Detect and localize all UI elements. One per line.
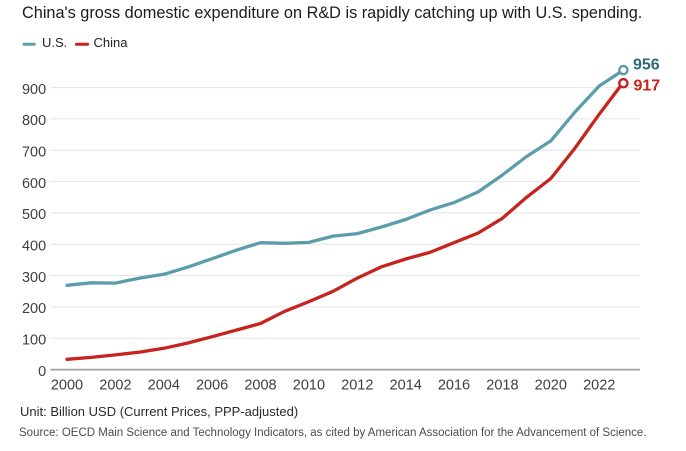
svg-text:900: 900	[22, 82, 46, 98]
svg-text:2022: 2022	[583, 377, 615, 393]
svg-text:100: 100	[22, 333, 46, 349]
svg-text:2016: 2016	[438, 377, 470, 393]
svg-text:2006: 2006	[196, 377, 228, 393]
svg-text:2014: 2014	[390, 377, 422, 393]
svg-text:2002: 2002	[99, 377, 131, 393]
svg-text:500: 500	[22, 207, 46, 223]
svg-text:U.S.: U.S.	[42, 35, 67, 50]
svg-text:2010: 2010	[293, 377, 325, 393]
svg-text:2000: 2000	[51, 377, 83, 393]
svg-text:2004: 2004	[148, 377, 180, 393]
svg-text:0: 0	[38, 364, 46, 380]
svg-text:917: 917	[634, 78, 661, 95]
svg-text:956: 956	[633, 56, 660, 73]
svg-text:800: 800	[22, 113, 46, 129]
svg-text:2020: 2020	[535, 377, 567, 393]
svg-text:China: China	[94, 35, 129, 50]
svg-text:2012: 2012	[341, 377, 373, 393]
svg-text:2018: 2018	[486, 377, 518, 393]
svg-text:200: 200	[22, 301, 46, 317]
svg-text:400: 400	[22, 239, 46, 255]
svg-text:700: 700	[22, 145, 46, 161]
svg-text:2008: 2008	[244, 377, 276, 393]
svg-text:300: 300	[22, 270, 46, 286]
svg-text:600: 600	[22, 176, 46, 192]
